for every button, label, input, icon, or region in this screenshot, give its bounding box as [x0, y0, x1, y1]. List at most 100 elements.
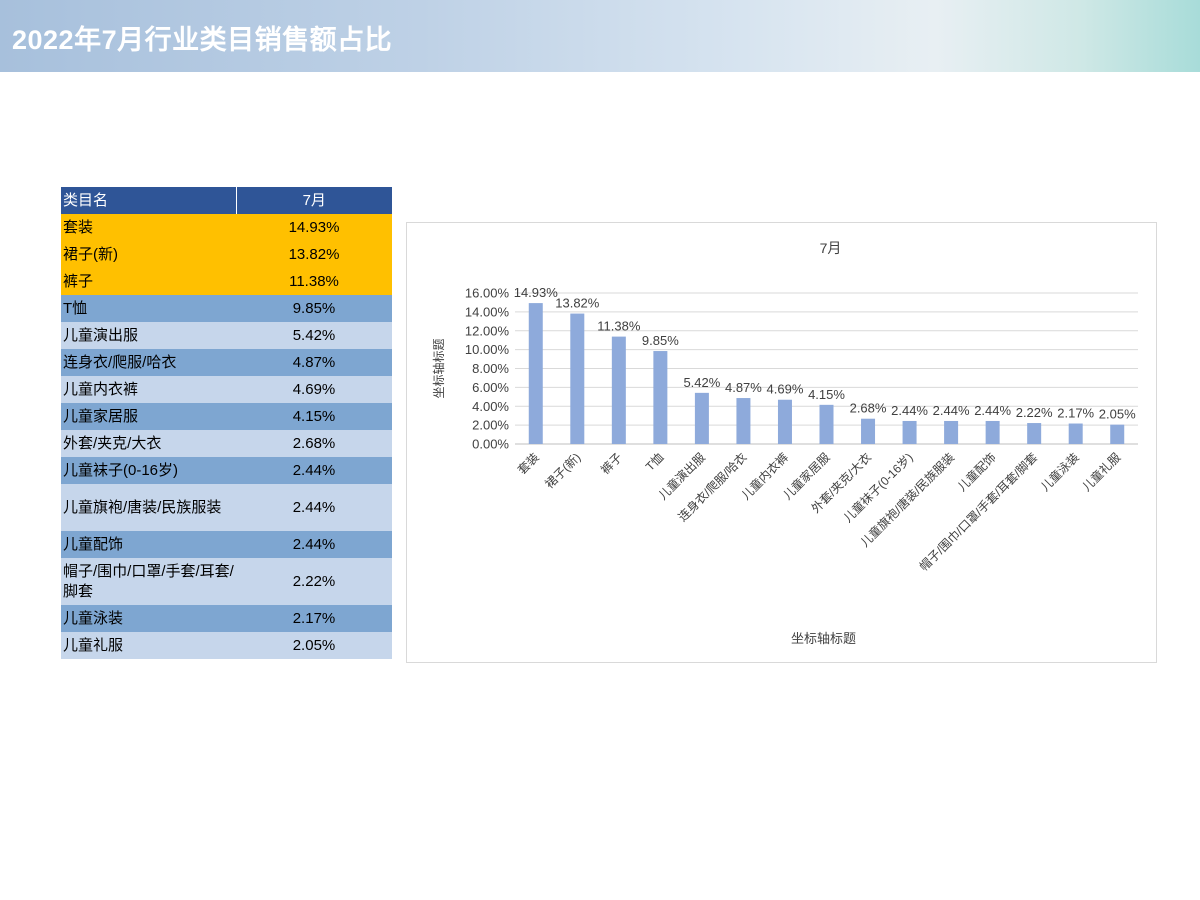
- bar: [1068, 423, 1083, 444]
- bar: [1110, 424, 1125, 444]
- bar: [985, 420, 1000, 444]
- data-label: 2.68%: [850, 401, 887, 416]
- y-tick-label: 4.00%: [472, 399, 509, 414]
- table-row: 儿童内衣裤 4.69%: [61, 376, 392, 403]
- data-label: 4.87%: [725, 380, 762, 395]
- table-row: 裤子 11.38%: [61, 268, 392, 295]
- bar: [653, 351, 668, 444]
- table-row: 套装 14.93%: [61, 214, 392, 241]
- category-name: 套装: [61, 214, 236, 241]
- data-label: 2.22%: [1016, 405, 1053, 420]
- header-category-name: 类目名: [61, 187, 237, 214]
- bar: [1027, 423, 1042, 444]
- x-tick-label: 套装: [515, 450, 542, 477]
- category-name: 外套/夹克/大衣: [61, 430, 236, 457]
- bar: [611, 336, 626, 444]
- x-tick-label: 连身衣/爬服/哈衣: [675, 450, 750, 525]
- y-tick-label: 12.00%: [465, 323, 510, 338]
- table-row: 外套/夹克/大衣 2.68%: [61, 430, 392, 457]
- data-label: 4.69%: [767, 382, 804, 397]
- table-row: 裙子(新) 13.82%: [61, 241, 392, 268]
- category-share: 14.93%: [236, 214, 392, 241]
- category-share: 2.22%: [236, 558, 392, 605]
- category-name: 裙子(新): [61, 241, 236, 268]
- category-share: 13.82%: [236, 241, 392, 268]
- data-label: 2.44%: [933, 403, 970, 418]
- bar: [902, 420, 917, 444]
- category-name: 儿童家居服: [61, 403, 236, 430]
- x-tick-label: T恤: [643, 450, 667, 474]
- y-tick-label: 14.00%: [465, 304, 510, 319]
- bar-chart: 7月 0.00% 2.00% 4.00% 6.00% 8.00% 10.00% 12.00% 1…: [406, 222, 1157, 663]
- x-axis-title: 坐标轴标题: [791, 631, 856, 646]
- category-name: 帽子/围巾/口罩/手套/耳套/脚套: [61, 558, 236, 605]
- y-tick-label: 6.00%: [472, 380, 509, 395]
- bar: [944, 420, 959, 444]
- y-tick-label: 2.00%: [472, 418, 509, 433]
- table-row: 儿童配饰 2.44%: [61, 531, 392, 558]
- category-share: 11.38%: [236, 268, 392, 295]
- data-label: 2.05%: [1099, 407, 1136, 422]
- bar: [777, 399, 792, 444]
- y-tick-label: 10.00%: [465, 342, 510, 357]
- table-row: 儿童礼服 2.05%: [61, 632, 392, 659]
- bar: [570, 313, 585, 444]
- x-tick-label: 儿童袜子(0-16岁): [840, 450, 916, 526]
- table-row: 连身衣/爬服/哈衣 4.87%: [61, 349, 392, 376]
- bar: [861, 418, 876, 444]
- bar: [736, 398, 751, 444]
- x-tick-label: 裙子(新): [542, 450, 584, 492]
- bar-chart-svg: 7月 0.00% 2.00% 4.00% 6.00% 8.00% 10.00% 12.00% 1…: [431, 240, 1138, 646]
- table-row: 儿童演出服 5.42%: [61, 322, 392, 349]
- data-label: 9.85%: [642, 333, 679, 348]
- table-header-row: 类目名 7月: [61, 187, 392, 214]
- category-share: 4.15%: [236, 403, 392, 430]
- y-tick-label: 8.00%: [472, 361, 509, 376]
- category-name: 儿童内衣裤: [61, 376, 236, 403]
- category-share: 2.05%: [236, 632, 392, 659]
- data-label: 2.17%: [1057, 406, 1094, 421]
- table-row: 儿童泳装 2.17%: [61, 605, 392, 632]
- data-label: 4.15%: [808, 387, 845, 402]
- table-row: T恤 9.85%: [61, 295, 392, 322]
- table-row: 儿童旗袍/唐装/民族服装 2.44%: [61, 484, 392, 531]
- table-row: 儿童袜子(0-16岁) 2.44%: [61, 457, 392, 484]
- category-name: 连身衣/爬服/哈衣: [61, 349, 236, 376]
- y-tick-label: 16.00%: [465, 286, 510, 301]
- category-share: 2.44%: [236, 484, 392, 531]
- data-label: 5.42%: [683, 375, 720, 390]
- data-label: 11.38%: [597, 319, 641, 334]
- category-name: 儿童礼服: [61, 632, 236, 659]
- data-label: 14.93%: [514, 285, 559, 300]
- table-row: 儿童家居服 4.15%: [61, 403, 392, 430]
- title-banner: 2022年7月行业类目销售额占比: [0, 0, 1200, 72]
- bar: [694, 392, 709, 444]
- category-share: 9.85%: [236, 295, 392, 322]
- data-label: 2.44%: [974, 403, 1011, 418]
- category-share: 2.44%: [236, 457, 392, 484]
- category-name: 裤子: [61, 268, 236, 295]
- y-tick-label: 0.00%: [472, 437, 509, 452]
- table-row: 帽子/围巾/口罩/手套/耳套/脚套 2.22%: [61, 558, 392, 605]
- category-share: 5.42%: [236, 322, 392, 349]
- page-title: 2022年7月行业类目销售额占比: [12, 25, 393, 55]
- category-share: 4.87%: [236, 349, 392, 376]
- category-share: 2.44%: [236, 531, 392, 558]
- category-share: 2.68%: [236, 430, 392, 457]
- x-tick-label: 儿童泳装: [1037, 450, 1082, 495]
- category-name: 儿童配饰: [61, 531, 236, 558]
- category-name: 儿童袜子(0-16岁): [61, 457, 236, 484]
- category-table: 类目名 7月 套装 14.93% 裙子(新) 13.82% 裤子 11.38% …: [61, 187, 392, 659]
- category-name: 儿童旗袍/唐装/民族服装: [61, 484, 236, 531]
- bar: [819, 404, 834, 444]
- x-tick-label: 儿童礼服: [1079, 450, 1124, 495]
- header-month: 7月: [236, 187, 392, 214]
- category-name: 儿童演出服: [61, 322, 236, 349]
- category-share: 4.69%: [236, 376, 392, 403]
- category-name: T恤: [61, 295, 236, 322]
- data-label: 2.44%: [891, 403, 928, 418]
- y-axis-title: 坐标轴标题: [431, 338, 446, 398]
- chart-title: 7月: [820, 240, 842, 256]
- category-share: 2.17%: [236, 605, 392, 632]
- x-tick-label: 裤子: [598, 450, 625, 477]
